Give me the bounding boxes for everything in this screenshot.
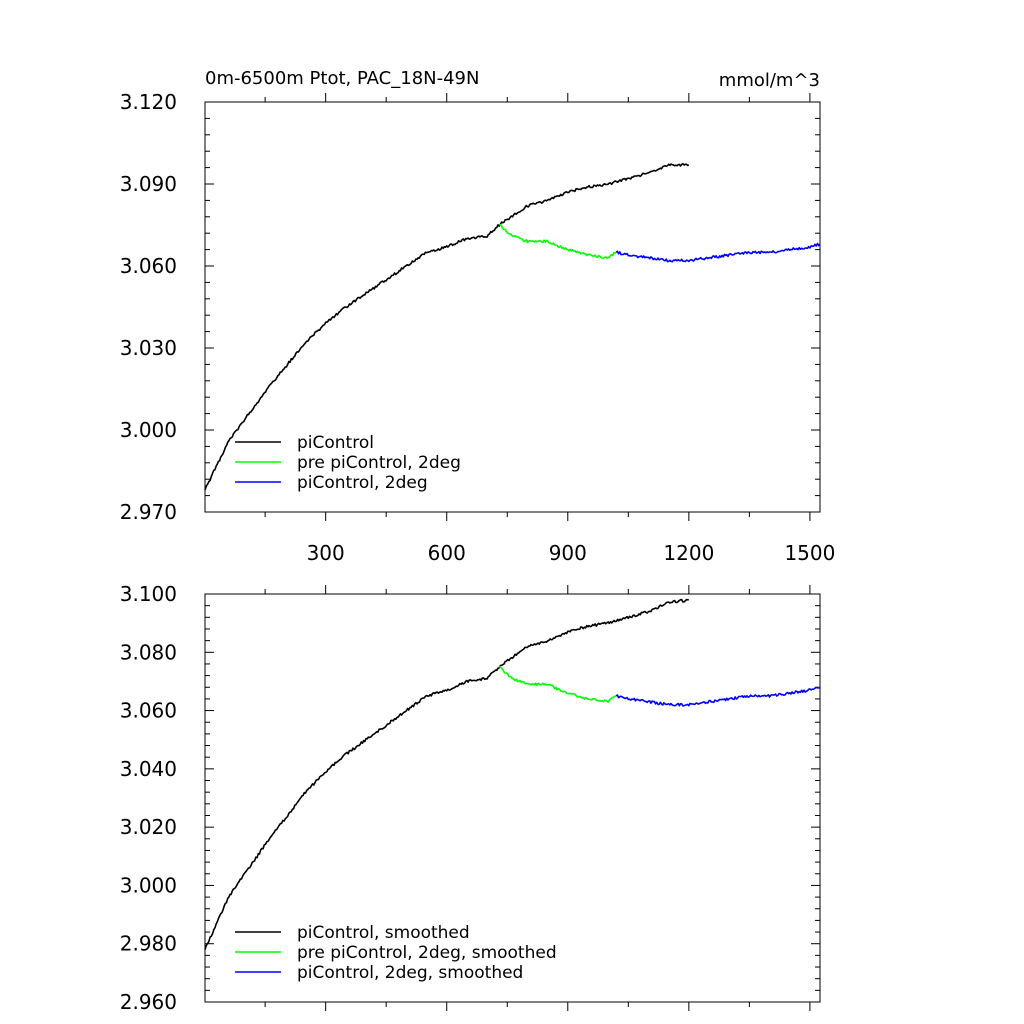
plot-frame (204, 593, 821, 1003)
y-tick-label: 3.060 (120, 699, 177, 723)
plot-frame (204, 101, 821, 513)
series-line-3 (615, 686, 821, 707)
units-label: mmol/m^3 (719, 70, 820, 91)
legend-entry: piControl, 2deg, smoothed (297, 963, 523, 983)
series-line-2 (499, 224, 617, 260)
legend-entry: piControl, 2deg (297, 473, 428, 493)
y-tick-label: 3.100 (120, 582, 177, 606)
y-tick-label: 3.060 (120, 254, 177, 278)
legend-entry: piControl (297, 433, 374, 453)
y-tick-label: 3.020 (120, 815, 177, 839)
y-tick-label: 2.980 (120, 932, 177, 956)
legend-entry: pre piControl, 2deg (297, 453, 461, 473)
series-line-1 (204, 162, 690, 491)
y-tick-label: 2.970 (120, 500, 177, 524)
y-tick-label: 3.120 (120, 90, 177, 114)
y-tick-label: 3.000 (120, 418, 177, 442)
y-tick-label: 3.080 (120, 640, 177, 664)
y-tick-label: 3.090 (120, 172, 177, 196)
y-tick-label: 3.040 (120, 757, 177, 781)
series-line-1 (204, 598, 689, 950)
chart-title: 0m-6500m Ptot, PAC_18N-49N (205, 68, 479, 89)
legend-entry: pre piControl, 2deg, smoothed (297, 943, 557, 963)
legend-entry: piControl, smoothed (297, 923, 470, 943)
x-tick-label: 600 (428, 541, 466, 565)
y-tick-label: 2.960 (120, 990, 177, 1014)
y-tick-label: 3.030 (120, 336, 177, 360)
y-tick-label: 3.000 (120, 873, 177, 897)
series-line-3 (615, 242, 821, 263)
x-tick-label: 1500 (784, 541, 835, 565)
x-tick-label: 1200 (663, 541, 714, 565)
series-line-2 (499, 665, 617, 703)
chart-panel-1: 2.970 3.000 3.030 3.060 3.090 3.120 300 600 900 1… (120, 68, 836, 565)
chart-panel-2: 2.960 2.980 3.000 3.020 3.040 3.060 3.080 3.100… (120, 582, 821, 1014)
x-tick-label: 300 (307, 541, 345, 565)
x-tick-label: 900 (549, 541, 587, 565)
